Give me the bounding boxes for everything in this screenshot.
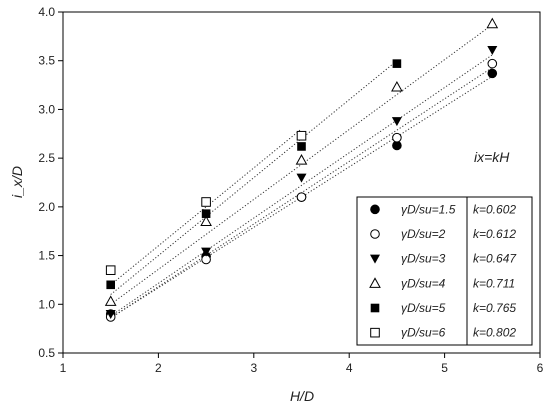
data-points [104, 17, 499, 322]
data-point [106, 280, 115, 290]
legend-k-value: k=0.765 [473, 301, 516, 315]
legend-label: γD/su=1.5 [401, 202, 456, 216]
data-point [487, 45, 498, 55]
trendline [110, 54, 493, 317]
x-tick-label: 5 [441, 361, 448, 375]
legend-marker [370, 254, 380, 264]
legend-label: γD/su=5 [401, 301, 446, 315]
x-tick-label: 2 [155, 361, 162, 375]
legend-label: γD/su=4 [401, 276, 446, 290]
x-tick-label: 3 [250, 361, 257, 375]
data-point [295, 154, 308, 165]
legend-marker [370, 327, 380, 338]
data-point [391, 117, 402, 127]
trendline [110, 24, 493, 305]
y-tick-label: 3.5 [38, 54, 55, 68]
trendline [110, 128, 302, 286]
legend-k-value: k=0.647 [473, 252, 517, 266]
equation-annotation: ix=kH [474, 149, 510, 165]
axes: 1 2 3 4 5 6 0.5 1.0 1.5 2.0 2.5 3.0 3.5 4.0 [38, 5, 543, 375]
y-axis-title: i_x/D [9, 166, 25, 198]
data-point [200, 215, 212, 226]
data-point [201, 247, 212, 257]
y-tick-label: 0.5 [38, 346, 55, 360]
data-point [296, 192, 307, 202]
data-point [487, 68, 498, 79]
data-point [391, 80, 403, 92]
legend-label: γD/su=2 [401, 227, 446, 241]
legend-k-value: k=0.711 [473, 276, 515, 290]
x-axis-title: H/D [290, 388, 314, 404]
x-tick-label: 1 [60, 361, 67, 375]
y-tick-label: 1.5 [38, 249, 55, 263]
x-tick-label: 6 [537, 361, 544, 375]
legend-k-value: k=0.802 [473, 326, 516, 340]
y-tick-label: 4.0 [38, 5, 55, 19]
legend-marker [370, 229, 380, 239]
x-tick-label: 4 [346, 361, 353, 375]
legend-marker [370, 303, 380, 313]
data-point [201, 209, 211, 218]
y-tick-label: 3.0 [38, 102, 55, 116]
trendline [110, 60, 398, 295]
plot-frame [62, 11, 541, 354]
y-tick-label: 1.0 [38, 297, 55, 311]
legend-label: γD/su=3 [401, 252, 446, 266]
data-point [486, 17, 499, 29]
data-point [296, 173, 307, 183]
data-point [105, 310, 116, 320]
legend-label: γD/su=6 [401, 326, 446, 340]
legend-box [356, 196, 533, 346]
legend-k-value: k=0.612 [473, 227, 516, 241]
legend-marker [369, 277, 381, 288]
legend: γD/su=1.5 k=0.602 γD/su=2 k=0.612 γD/su=3 k=0… [356, 196, 533, 346]
legend-k-value: k=0.602 [473, 202, 516, 216]
data-point [392, 59, 402, 68]
data-point [297, 142, 306, 151]
data-point [104, 295, 117, 306]
data-point [201, 197, 211, 207]
plot-area [62, 11, 541, 354]
legend-marker [370, 204, 380, 215]
y-tick-label: 2.5 [38, 151, 55, 165]
data-point [296, 130, 307, 141]
data-point [392, 132, 402, 143]
data-point [487, 58, 498, 69]
data-point [105, 265, 116, 275]
y-tick-label: 2.0 [38, 200, 55, 214]
